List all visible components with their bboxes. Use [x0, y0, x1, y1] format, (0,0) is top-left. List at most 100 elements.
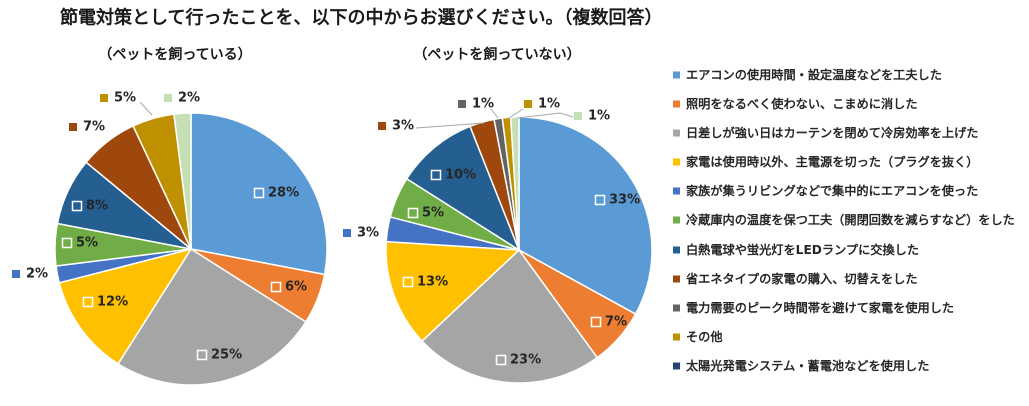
data-label-value: 25% [211, 348, 242, 363]
legend-label: 冷蔵庫内の温度を保つ工夫（開閉回数を減らすなど）をした [686, 212, 1015, 227]
data-label-marker [574, 112, 582, 120]
data-label: 2% [164, 91, 200, 106]
data-label: 1% [458, 97, 494, 112]
legend-item: 省エネタイプの家電の購入、切替えをした [673, 271, 918, 286]
data-label-value: 10% [445, 168, 476, 183]
legend-item: 太陽光発電システム・蓄電池などを使用した [673, 358, 929, 373]
legend-label: 家族が集うリビングなどで集中的にエアコンを使った [686, 183, 978, 198]
data-label: 6% [270, 280, 307, 295]
data-label: 25% [196, 348, 242, 363]
data-label-marker [71, 200, 83, 212]
legend-label: 電力需要のピーク時間帯を避けて家電を使用した [686, 300, 954, 315]
data-label-marker [343, 229, 351, 237]
data-label-marker [594, 194, 606, 206]
leader-line-no-pet-8 [490, 108, 499, 119]
chart-title: 節電対策として行ったことを、以下の中からお選びください。（複数回答） [60, 7, 662, 29]
data-label: 5% [407, 206, 444, 221]
data-label-value: 1% [472, 97, 494, 112]
data-label-value: 2% [178, 91, 200, 106]
data-label: 8% [71, 199, 108, 214]
legend-marker [673, 129, 680, 137]
data-label: 7% [69, 120, 105, 135]
data-label-value: 12% [97, 295, 128, 310]
legend-label: 日差しが強い日はカーテンを閉めて冷房効率を上げた [686, 125, 979, 140]
leader-line-no-pet-7 [415, 122, 485, 129]
data-labels-no-pet: 33% 7% 23% 13% 3% 5% 10% 3% [343, 97, 640, 368]
data-label: 1% [574, 109, 610, 124]
legend-marker [673, 100, 680, 108]
data-label: 12% [82, 295, 128, 310]
leader-line-pet-8 [139, 101, 153, 116]
data-label-value: 2% [26, 267, 48, 282]
data-label-value: 3% [392, 119, 414, 134]
legend-marker [673, 71, 680, 79]
legend-label: その他 [686, 329, 723, 344]
data-label-marker [458, 100, 466, 108]
pie-no-pet [385, 116, 653, 384]
data-label-marker [524, 100, 532, 108]
pie-pet-slice-3 [58, 248, 192, 365]
data-label-value: 5% [114, 91, 136, 106]
data-label: 7% [590, 315, 627, 330]
pie-title-pet: （ペットを飼っている） [98, 46, 251, 63]
legend-marker [673, 362, 680, 370]
data-label-value: 28% [268, 186, 299, 201]
legend-label: 白熱電球や蛍光灯をLEDランプに交換した [686, 242, 919, 257]
legend-item: 家電は使用時以外、主電源を切った（プラグを抜く） [673, 154, 979, 169]
legend-label: 省エネタイプの家電の購入、切替えをした [685, 271, 918, 286]
legend-marker [673, 333, 680, 341]
data-label-marker [196, 349, 208, 361]
data-label: 3% [343, 226, 379, 241]
data-label-marker [270, 281, 282, 293]
legend-item: 電力需要のピーク時間帯を避けて家電を使用した [673, 300, 954, 315]
data-label-marker [100, 94, 108, 102]
data-label-value: 33% [609, 193, 640, 208]
pie-no-pet-slice-2 [421, 249, 598, 384]
data-label-marker [164, 94, 172, 102]
leader-line-no-pet-9 [508, 108, 524, 119]
data-label: 3% [378, 119, 414, 134]
data-label: 33% [594, 193, 640, 208]
data-label-value: 7% [605, 315, 627, 330]
data-label-marker [253, 187, 265, 199]
data-label-marker [407, 207, 419, 219]
legend-label: 太陽光発電システム・蓄電池などを使用した [685, 358, 929, 373]
data-label-value: 1% [588, 109, 610, 124]
data-label: 5% [100, 91, 136, 106]
legend-marker [673, 246, 680, 254]
data-label-value: 7% [83, 120, 105, 135]
data-label-value: 6% [285, 280, 307, 295]
data-label-marker [12, 270, 20, 278]
pie-pet-slice-2 [117, 248, 307, 386]
pie-no-pet-slice-3 [385, 240, 520, 342]
data-labels-pet: 28% 6% 25% 12% 2% 5% 8% 7% [12, 91, 307, 363]
legend-label: 家電は使用時以外、主電源を切った（プラグを抜く） [686, 154, 979, 169]
data-label: 1% [524, 97, 560, 112]
data-label-value: 23% [510, 353, 541, 368]
legend-item: 冷蔵庫内の温度を保つ工夫（開閉回数を減らすなど）をした [673, 212, 1015, 227]
data-label: 2% [12, 267, 48, 282]
legend-item: エアコンの使用時間・設定温度などを工夫した [673, 67, 942, 82]
data-label: 5% [61, 236, 98, 251]
legend-item: その他 [673, 329, 723, 344]
pie-pet-slice-9 [173, 112, 192, 250]
legend-label: エアコンの使用時間・設定温度などを工夫した [686, 67, 942, 82]
legend-marker [673, 216, 680, 224]
pie-no-pet-slice-6 [405, 125, 520, 251]
data-label: 10% [430, 168, 476, 183]
legend-item: 白熱電球や蛍光灯をLEDランプに交換した [673, 242, 919, 257]
data-label-marker [495, 354, 507, 366]
pie-no-pet-slice-0 [518, 116, 653, 315]
data-label-marker [61, 237, 73, 249]
data-label-marker [69, 123, 77, 131]
data-label: 13% [402, 275, 448, 290]
data-label-value: 13% [417, 275, 448, 290]
legend-marker [673, 275, 680, 283]
data-label-value: 5% [422, 206, 444, 221]
data-label-value: 3% [357, 226, 379, 241]
data-label-value: 5% [76, 236, 98, 251]
legend: エアコンの使用時間・設定温度などを工夫した 照明をなるべく使わない、こまめに消し… [673, 67, 1015, 373]
pie-title-no-pet: （ペットを飼っていない） [413, 46, 580, 63]
data-label-marker [402, 276, 414, 288]
data-label-marker [378, 122, 386, 130]
